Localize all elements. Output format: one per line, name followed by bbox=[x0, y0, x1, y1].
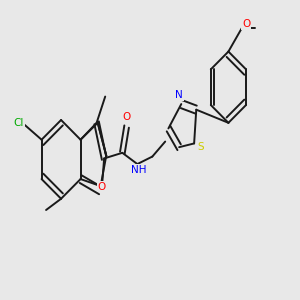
Text: NH: NH bbox=[131, 165, 146, 175]
Text: Cl: Cl bbox=[14, 118, 24, 128]
Text: O: O bbox=[122, 112, 131, 122]
Text: N: N bbox=[175, 90, 183, 100]
Text: O: O bbox=[98, 182, 106, 192]
Text: O: O bbox=[242, 19, 250, 29]
Text: S: S bbox=[197, 142, 204, 152]
